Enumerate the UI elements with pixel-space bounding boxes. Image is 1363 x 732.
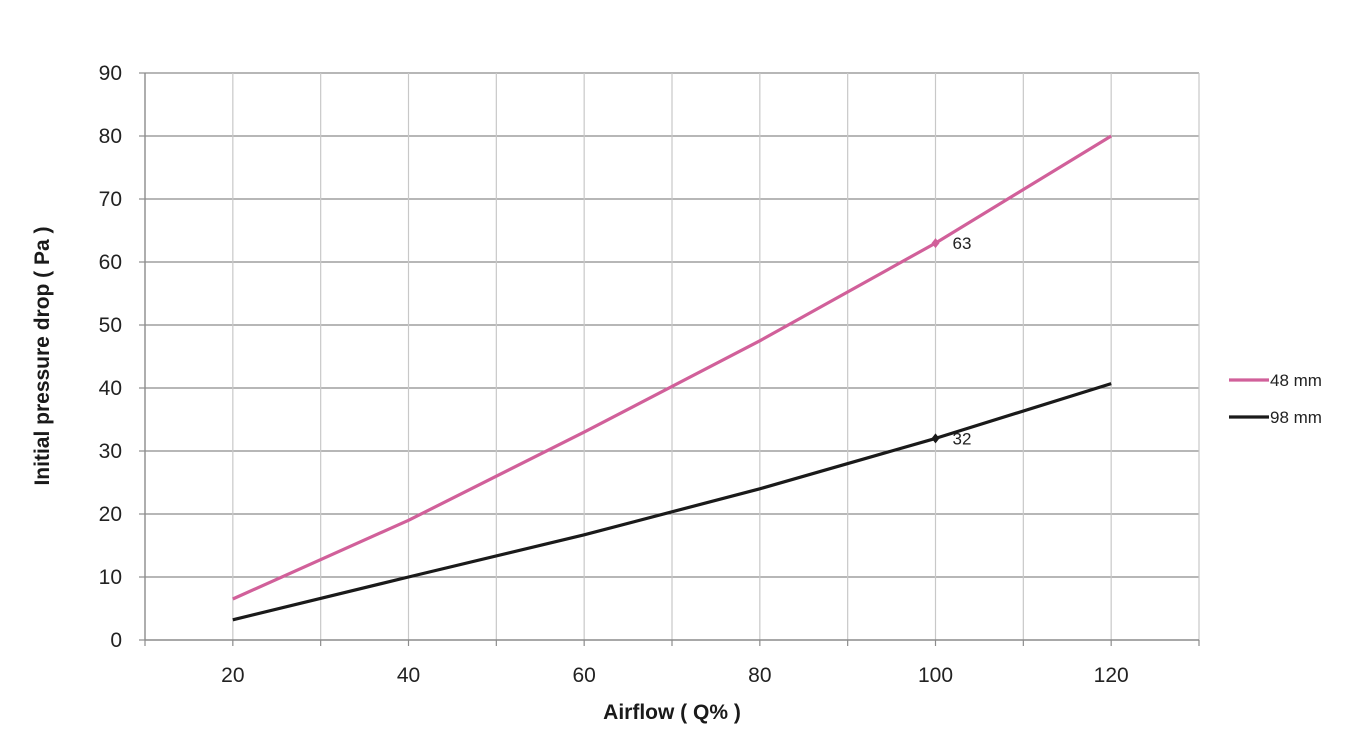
series-line-1 — [232, 134, 1113, 601]
legend-label: 98 mm — [1270, 408, 1322, 427]
y-tick-label: 60 — [99, 251, 122, 274]
data-point-marker — [931, 238, 940, 249]
y-tick-label: 90 — [99, 62, 122, 85]
legend-label: 48 mm — [1270, 371, 1322, 390]
data-labels: 63 32 — [931, 234, 972, 448]
y-tick-label: 20 — [99, 503, 122, 526]
y-tick-labels: 0 10 20 30 40 50 60 70 80 90 — [99, 62, 122, 652]
y-tick-label: 50 — [99, 314, 122, 337]
legend: 48 mm 98 mm — [1229, 371, 1322, 427]
x-tick-labels: 20 40 60 80 100 120 — [221, 664, 1129, 687]
grid-lines — [145, 72, 1200, 640]
x-tick-label: 80 — [748, 664, 771, 687]
x-axis-title: Airflow ( Q% ) — [603, 701, 741, 724]
y-tick-label: 30 — [99, 440, 122, 463]
series-line-2 — [232, 382, 1112, 622]
y-axis-title: Initial pressure drop ( Pa ) — [31, 226, 54, 485]
data-label: 63 — [953, 234, 972, 253]
y-tick-label: 0 — [110, 629, 122, 652]
y-tick-label: 80 — [99, 125, 122, 148]
y-tick-label: 10 — [99, 566, 122, 589]
y-tick-label: 70 — [99, 188, 122, 211]
x-tick-label: 120 — [1094, 664, 1129, 687]
x-tick-label: 100 — [918, 664, 953, 687]
y-tick-label: 40 — [99, 377, 122, 400]
x-tick-label: 40 — [397, 664, 420, 687]
x-tick-label: 20 — [221, 664, 244, 687]
series-lines — [232, 134, 1113, 622]
axes — [139, 72, 1200, 646]
x-tick-label: 60 — [572, 664, 595, 687]
data-label: 32 — [953, 429, 972, 448]
data-point-marker — [931, 433, 940, 444]
